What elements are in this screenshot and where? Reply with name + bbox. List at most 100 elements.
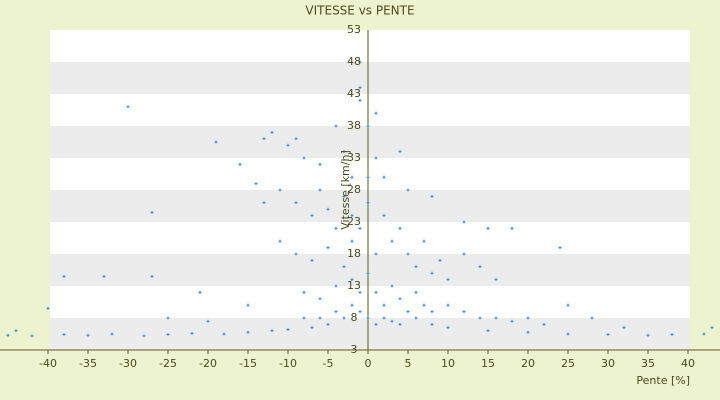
- grid-band: [50, 286, 690, 318]
- point: [294, 201, 298, 205]
- point: [374, 252, 378, 256]
- point: [62, 274, 66, 278]
- x-tick-label: 0: [365, 357, 372, 370]
- point: [710, 326, 714, 330]
- point: [398, 297, 402, 301]
- point: [278, 188, 282, 192]
- point: [102, 274, 106, 278]
- point: [350, 303, 354, 307]
- point: [262, 137, 266, 141]
- y-tick-label: 23: [347, 215, 361, 228]
- point: [294, 252, 298, 256]
- point: [382, 303, 386, 307]
- point: [342, 194, 346, 198]
- point: [374, 322, 378, 326]
- x-tick-label: 25: [561, 357, 575, 370]
- point: [462, 220, 466, 224]
- point: [382, 316, 386, 320]
- point: [398, 150, 402, 154]
- point: [302, 290, 306, 294]
- point: [318, 297, 322, 301]
- point: [542, 322, 546, 326]
- point: [318, 162, 322, 166]
- point: [206, 319, 210, 323]
- point: [294, 137, 298, 141]
- point: [334, 226, 338, 230]
- point: [326, 207, 330, 211]
- point: [366, 316, 370, 320]
- y-tick-label: 48: [347, 55, 361, 68]
- grid-band: [50, 126, 690, 158]
- point: [414, 265, 418, 269]
- grid-band: [50, 62, 690, 94]
- point: [366, 201, 370, 205]
- y-tick-label: 28: [347, 183, 361, 196]
- point: [350, 239, 354, 243]
- point: [142, 334, 146, 338]
- point: [494, 316, 498, 320]
- point: [14, 329, 18, 333]
- point: [214, 140, 218, 144]
- chart-title: VITESSE vs PENTE: [305, 4, 414, 18]
- point: [350, 214, 354, 218]
- x-tick-label: 35: [641, 357, 655, 370]
- point: [222, 332, 226, 336]
- point: [358, 98, 362, 102]
- point: [590, 316, 594, 320]
- point: [430, 194, 434, 198]
- point: [566, 332, 570, 336]
- x-tick-label: -30: [119, 357, 137, 370]
- point: [190, 331, 194, 335]
- point: [526, 316, 530, 320]
- point: [126, 105, 130, 109]
- point: [334, 284, 338, 288]
- y-axis-title: Vitesse [km/h]: [339, 150, 352, 230]
- point: [342, 150, 346, 154]
- point: [430, 322, 434, 326]
- x-tick-label: 40: [681, 357, 695, 370]
- y-tick-label: 3: [351, 343, 358, 356]
- grid-band: [50, 158, 690, 190]
- point: [478, 265, 482, 269]
- grid-band: [50, 94, 690, 126]
- point: [446, 303, 450, 307]
- point: [334, 124, 338, 128]
- point: [414, 290, 418, 294]
- point: [478, 316, 482, 320]
- point: [302, 156, 306, 160]
- point: [366, 124, 370, 128]
- point: [374, 156, 378, 160]
- point: [390, 239, 394, 243]
- point: [438, 258, 442, 262]
- x-tick-label: -15: [239, 357, 257, 370]
- point: [398, 322, 402, 326]
- point: [326, 322, 330, 326]
- point: [374, 111, 378, 115]
- point: [606, 333, 610, 337]
- point: [270, 130, 274, 134]
- point: [310, 258, 314, 262]
- point: [430, 271, 434, 275]
- point: [342, 316, 346, 320]
- point: [670, 333, 674, 337]
- x-tick-label: -35: [79, 357, 97, 370]
- point: [622, 326, 626, 330]
- point: [246, 303, 250, 307]
- x-tick-label: 10: [441, 357, 455, 370]
- x-tick-label: -25: [159, 357, 177, 370]
- point: [62, 333, 66, 337]
- point: [30, 334, 34, 338]
- point: [166, 316, 170, 320]
- y-tick-label: 13: [347, 279, 361, 292]
- point: [318, 316, 322, 320]
- x-tick-label: -40: [39, 357, 57, 370]
- point: [406, 310, 410, 314]
- point: [350, 175, 354, 179]
- point: [382, 214, 386, 218]
- point: [414, 316, 418, 320]
- point: [334, 310, 338, 314]
- point: [6, 333, 10, 337]
- point: [486, 226, 490, 230]
- x-axis-title: Pente [%]: [636, 374, 690, 387]
- point: [446, 326, 450, 330]
